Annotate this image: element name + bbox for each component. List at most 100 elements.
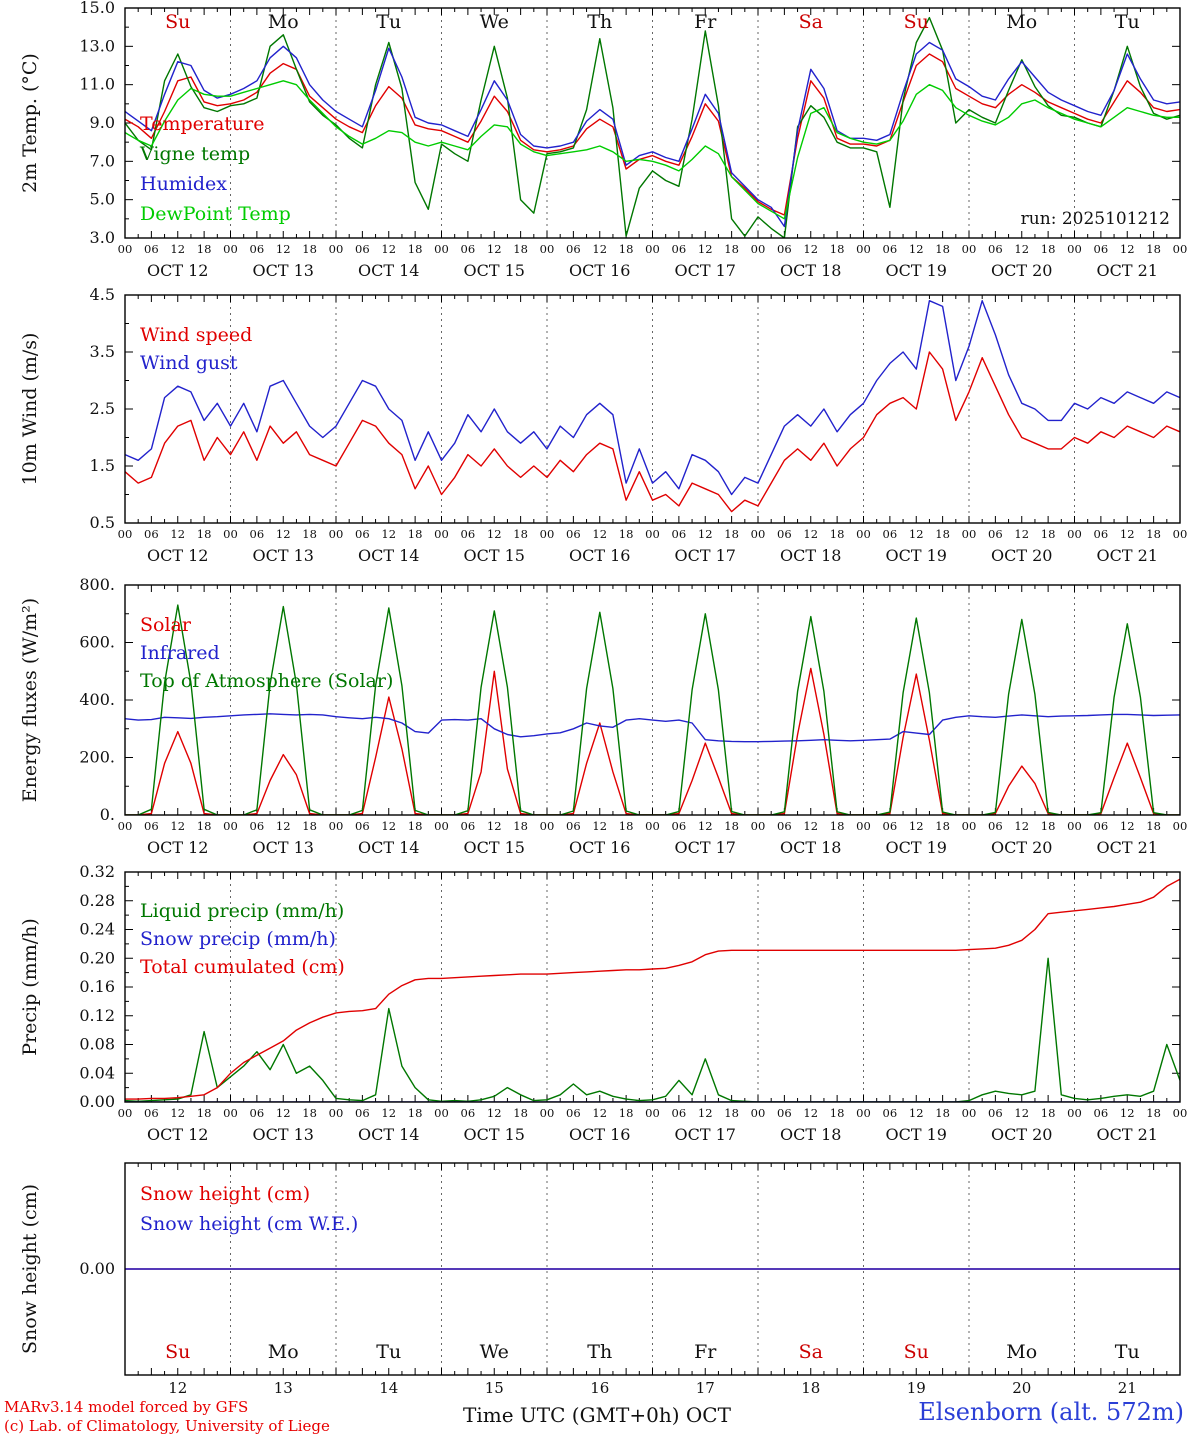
y-tick-label: 0.28 bbox=[79, 891, 115, 910]
weekday-label: Mo bbox=[268, 11, 299, 33]
hour-tick-label: 06 bbox=[777, 819, 792, 833]
panel-wind: 10m Wind (m/s) 0.5 1.5 2.5 3.5 4.5 Wind speed… bbox=[0, 285, 1194, 575]
hour-tick-label: 18 bbox=[724, 819, 739, 833]
hour-tick-label: 12 bbox=[909, 819, 924, 833]
hour-tick-label: 06 bbox=[566, 242, 581, 256]
date-label: OCT 13 bbox=[253, 838, 314, 857]
date-label: OCT 20 bbox=[991, 546, 1052, 565]
date-label: OCT 17 bbox=[675, 261, 736, 280]
series-vigne-temp bbox=[125, 16, 1180, 238]
panel-temperature: 2m Temp. (°C) 3.0 5.0 7.0 9.0 11.0 13.0 15.0 Te… bbox=[0, 0, 1194, 285]
hour-tick-label: 00 bbox=[434, 819, 449, 833]
weekday-label: Sa bbox=[799, 1341, 823, 1363]
panel-precip: Precip (mm/h) 0.00 0.04 0.08 0.12 0.16 0.20 0.… bbox=[0, 865, 1194, 1160]
hour-tick-label: 06 bbox=[1094, 1106, 1109, 1120]
legend-infrared: Infrared bbox=[140, 642, 220, 664]
hour-tick-label: 06 bbox=[250, 242, 265, 256]
hour-tick-label: 12 bbox=[1014, 242, 1029, 256]
hour-tick-label: 18 bbox=[302, 819, 317, 833]
legend-wind-speed: Wind speed bbox=[140, 324, 252, 346]
hour-tick-label: 18 bbox=[197, 527, 212, 541]
hour-tick-label: 18 bbox=[408, 242, 423, 256]
y-tick-label: 13.0 bbox=[79, 36, 115, 55]
date-label: OCT 20 bbox=[991, 261, 1052, 280]
hour-tick-label: 06 bbox=[672, 819, 687, 833]
date-label: OCT 17 bbox=[675, 1125, 736, 1144]
date-label: OCT 14 bbox=[358, 838, 419, 857]
legend-humidex: Humidex bbox=[140, 173, 227, 195]
hour-tick-label: 18 bbox=[513, 1106, 528, 1120]
date-label: OCT 14 bbox=[358, 546, 419, 565]
series-infrared bbox=[125, 713, 1180, 743]
hour-tick-label: 18 bbox=[1041, 819, 1056, 833]
date-label: OCT 17 bbox=[675, 546, 736, 565]
weekday-label: We bbox=[480, 1341, 509, 1363]
hour-tick-label: 06 bbox=[883, 819, 898, 833]
day-number-label: 14 bbox=[379, 1379, 398, 1395]
hour-tick-label: 00 bbox=[118, 527, 133, 541]
series-dewpoint-temp bbox=[125, 80, 1180, 220]
hour-tick-label: 12 bbox=[909, 527, 924, 541]
date-label: OCT 17 bbox=[675, 838, 736, 857]
hour-tick-label: 00 bbox=[1067, 527, 1082, 541]
day-number-label: 16 bbox=[590, 1379, 609, 1395]
time-axis-label: Time UTC (GMT+0h) OCT bbox=[463, 1403, 731, 1427]
hour-tick-label: 12 bbox=[1120, 242, 1135, 256]
hour-tick-label: 00 bbox=[1173, 1106, 1188, 1120]
date-label: OCT 21 bbox=[1097, 1125, 1158, 1144]
hour-tick-label: 00 bbox=[540, 527, 555, 541]
hour-tick-label: 12 bbox=[1014, 1106, 1029, 1120]
hour-tick-label: 06 bbox=[777, 527, 792, 541]
weekday-label: Su bbox=[165, 1341, 190, 1363]
lab-credit: (c) Lab. of Climatology, University of L… bbox=[4, 1417, 330, 1435]
snow-height-plot: 0.00 Snow height (cm) Snow height (cm W.E.… bbox=[79, 1162, 1181, 1395]
hour-tick-label: 00 bbox=[1067, 1106, 1082, 1120]
hour-tick-label: 00 bbox=[645, 1106, 660, 1120]
y-tick-label: 0.20 bbox=[79, 948, 115, 967]
hour-tick-label: 06 bbox=[883, 527, 898, 541]
date-label: OCT 12 bbox=[147, 546, 208, 565]
date-label: OCT 16 bbox=[569, 1125, 630, 1144]
y-tick-label: 7.0 bbox=[90, 151, 115, 170]
y-tick-label: 0.16 bbox=[79, 977, 115, 996]
hour-tick-label: 18 bbox=[513, 527, 528, 541]
hour-tick-label: 12 bbox=[276, 1106, 291, 1120]
date-label: OCT 16 bbox=[569, 838, 630, 857]
hour-tick-label: 18 bbox=[935, 1106, 950, 1120]
hour-tick-label: 12 bbox=[803, 242, 818, 256]
hour-tick-label: 00 bbox=[856, 527, 871, 541]
series-wind-speed bbox=[125, 351, 1180, 513]
y-tick-label: 1.5 bbox=[90, 456, 115, 475]
weekday-label: Su bbox=[165, 11, 190, 33]
legend-vigne-temp: Vigne temp bbox=[139, 143, 250, 165]
day-number-label: 21 bbox=[1118, 1379, 1137, 1395]
hour-tick-label: 12 bbox=[381, 1106, 396, 1120]
hour-tick-label: 18 bbox=[1041, 242, 1056, 256]
hour-tick-label: 06 bbox=[1094, 242, 1109, 256]
hour-tick-label: 18 bbox=[197, 1106, 212, 1120]
hour-tick-label: 06 bbox=[250, 1106, 265, 1120]
hour-tick-label: 12 bbox=[1120, 819, 1135, 833]
hour-tick-label: 18 bbox=[935, 527, 950, 541]
hour-tick-label: 18 bbox=[1146, 527, 1161, 541]
weekday-label: Tu bbox=[376, 11, 401, 33]
hour-tick-label: 00 bbox=[434, 1106, 449, 1120]
hour-tick-label: 00 bbox=[329, 819, 344, 833]
legend-snow-precip-mm-h: Snow precip (mm/h) bbox=[140, 928, 336, 950]
series-group bbox=[125, 299, 1180, 513]
y-tick-label: 5.0 bbox=[90, 190, 115, 209]
date-label: OCT 13 bbox=[253, 261, 314, 280]
hour-tick-label: 06 bbox=[988, 527, 1003, 541]
hour-tick-label: 06 bbox=[461, 1106, 476, 1120]
hour-tick-label: 00 bbox=[751, 1106, 766, 1120]
hour-tick-label: 12 bbox=[1120, 1106, 1135, 1120]
legend-dewpoint-temp: DewPoint Temp bbox=[140, 203, 291, 225]
series-humidex bbox=[125, 41, 1180, 228]
date-label: OCT 16 bbox=[569, 546, 630, 565]
hour-tick-label: 00 bbox=[962, 242, 977, 256]
hour-tick-label: 18 bbox=[724, 242, 739, 256]
hour-tick-label: 00 bbox=[540, 1106, 555, 1120]
hour-tick-label: 06 bbox=[355, 1106, 370, 1120]
y-tick-label: 0.12 bbox=[79, 1006, 115, 1025]
